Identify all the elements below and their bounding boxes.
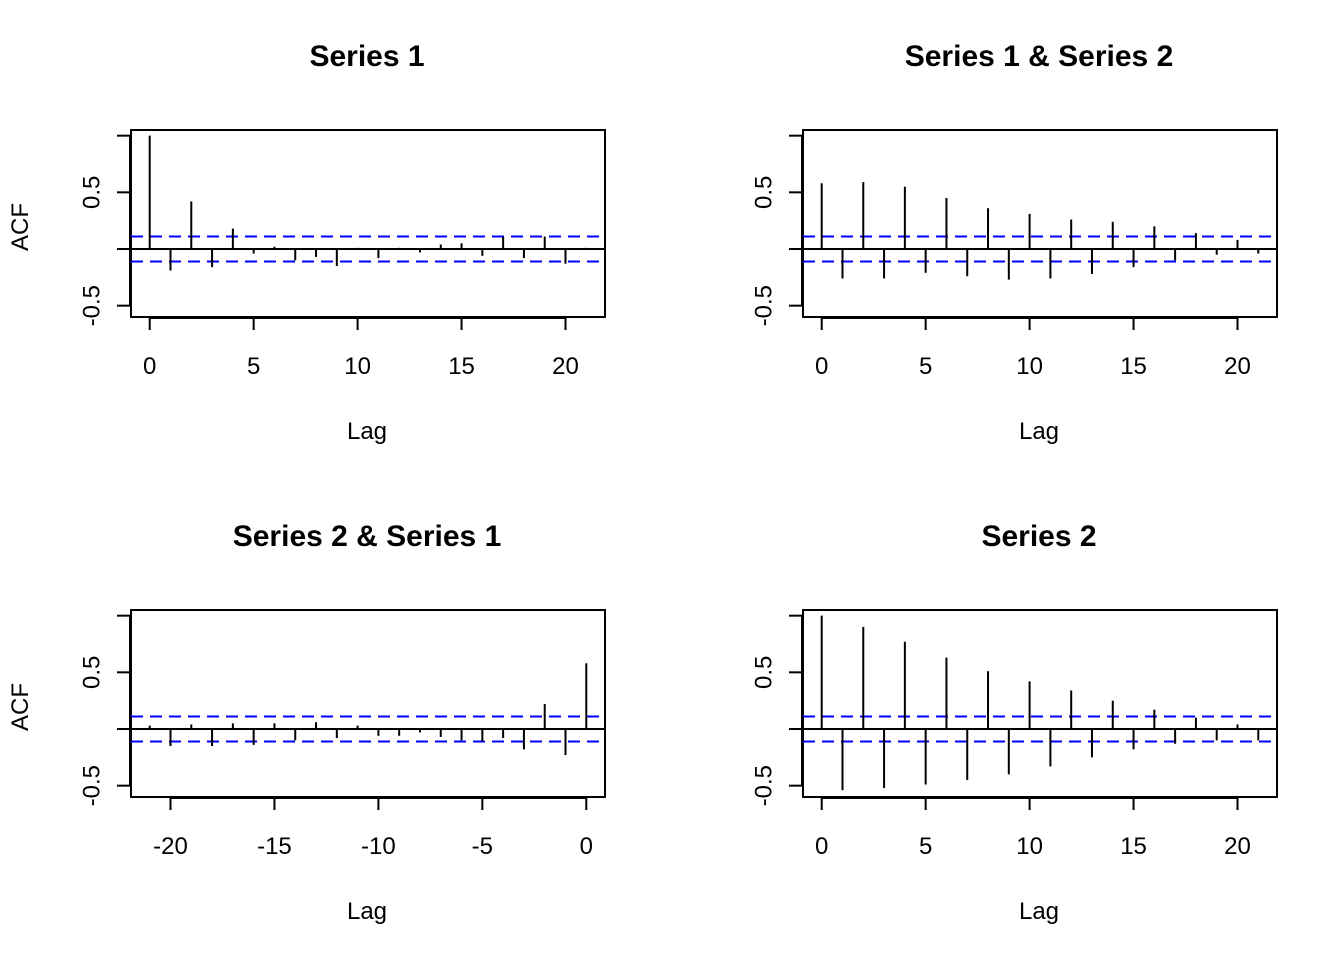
x-axis-label: Lag: [347, 418, 387, 445]
y-tick-label: 0.5: [751, 656, 778, 689]
x-tick-label: 20: [1224, 833, 1251, 860]
x-axis-label: Lag: [347, 898, 387, 925]
plot-area: 0 5 10 15 20 -0.5 0.5: [79, 129, 606, 380]
y-tick-label: 0.5: [79, 656, 106, 689]
panel-title: Series 2 & Series 1: [233, 520, 502, 553]
x-tick-label: 0: [580, 833, 593, 860]
x-tick-label: 15: [1120, 833, 1147, 860]
x-tick-label: 0: [815, 353, 828, 380]
panel-series-2-and-series-1: Series 2 & Series 1 Lag ACF -20 -15 -10 -5 0…: [7, 520, 606, 925]
x-axis-label: Lag: [1019, 418, 1059, 445]
x-tick-label: 5: [919, 833, 932, 860]
x-tick-label: 15: [1120, 353, 1147, 380]
x-tick-label: 5: [919, 353, 932, 380]
x-tick-label: 10: [344, 353, 371, 380]
panel-title: Series 1 & Series 2: [905, 40, 1174, 73]
x-tick-label: 20: [1224, 353, 1251, 380]
x-tick-label: 5: [247, 353, 260, 380]
x-tick-label: -20: [153, 833, 188, 860]
y-tick-label: -0.5: [79, 765, 106, 806]
y-tick-label: -0.5: [79, 285, 106, 326]
y-axis-label: ACF: [7, 683, 34, 731]
x-tick-label: 10: [1016, 833, 1043, 860]
plot-area: 0 5 10 15 20 -0.5 0.5: [751, 129, 1278, 380]
panel-series-1-and-series-2: Series 1 & Series 2 Lag 0 5 10 15 20 -0.5 0.5: [751, 40, 1278, 445]
y-tick-label: -0.5: [751, 765, 778, 806]
x-tick-label: -10: [361, 833, 396, 860]
y-tick-label: -0.5: [751, 285, 778, 326]
panel-series-1: Series 1 Lag ACF 0 5 10 15 20 -0.5 0.5: [7, 40, 606, 445]
x-tick-label: -5: [472, 833, 493, 860]
x-tick-label: -15: [257, 833, 292, 860]
x-tick-label: 20: [552, 353, 579, 380]
y-axis-label: ACF: [7, 203, 34, 251]
x-axis-label: Lag: [1019, 898, 1059, 925]
x-tick-label: 10: [1016, 353, 1043, 380]
y-tick-label: 0.5: [751, 176, 778, 209]
x-tick-label: 15: [448, 353, 475, 380]
x-tick-label: 0: [815, 833, 828, 860]
x-tick-label: 0: [143, 353, 156, 380]
panel-title: Series 2: [981, 520, 1096, 553]
panel-title: Series 1: [309, 40, 424, 73]
panel-series-2: Series 2 Lag 0 5 10 15 20 -0.5 0.5: [751, 520, 1278, 925]
y-tick-label: 0.5: [79, 176, 106, 209]
plot-area: -20 -15 -10 -5 0 -0.5 0.5: [79, 609, 606, 860]
plot-area: 0 5 10 15 20 -0.5 0.5: [751, 609, 1278, 860]
